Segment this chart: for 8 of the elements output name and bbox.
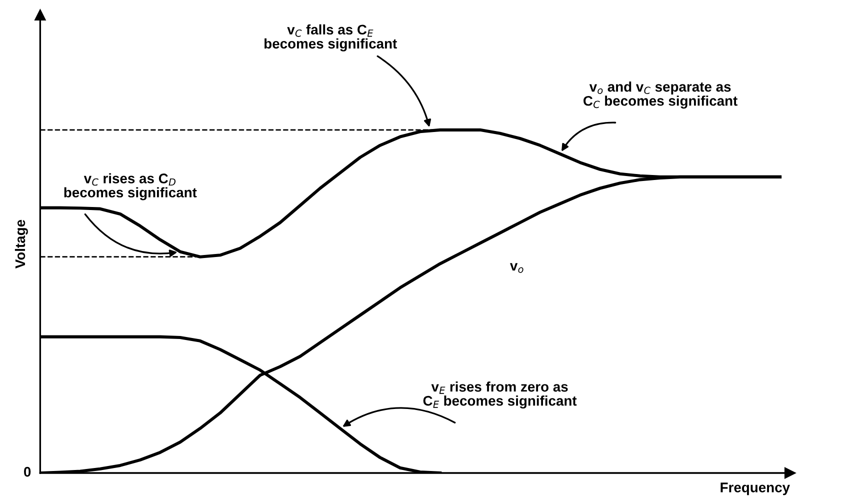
annotation: v$_{o}$ — [510, 263, 524, 273]
text: v$_{E}$ rises from zero as C$_{E}$ becomes significant — [423, 381, 577, 409]
text: v$_{o}$ and v$_{C}$ separate as C$_{C}$ becomes significant — [584, 82, 738, 109]
text: 0 — [24, 466, 31, 477]
text: v$_{C}$ falls as C$_{E}$ becomes significant — [264, 24, 397, 52]
annotation: v$_{C}$ rises as C$_{D}$ becomes significant — [64, 173, 197, 200]
x-axis-title: Frequency — [720, 482, 790, 496]
y-axis-title: Voltage — [14, 220, 28, 268]
